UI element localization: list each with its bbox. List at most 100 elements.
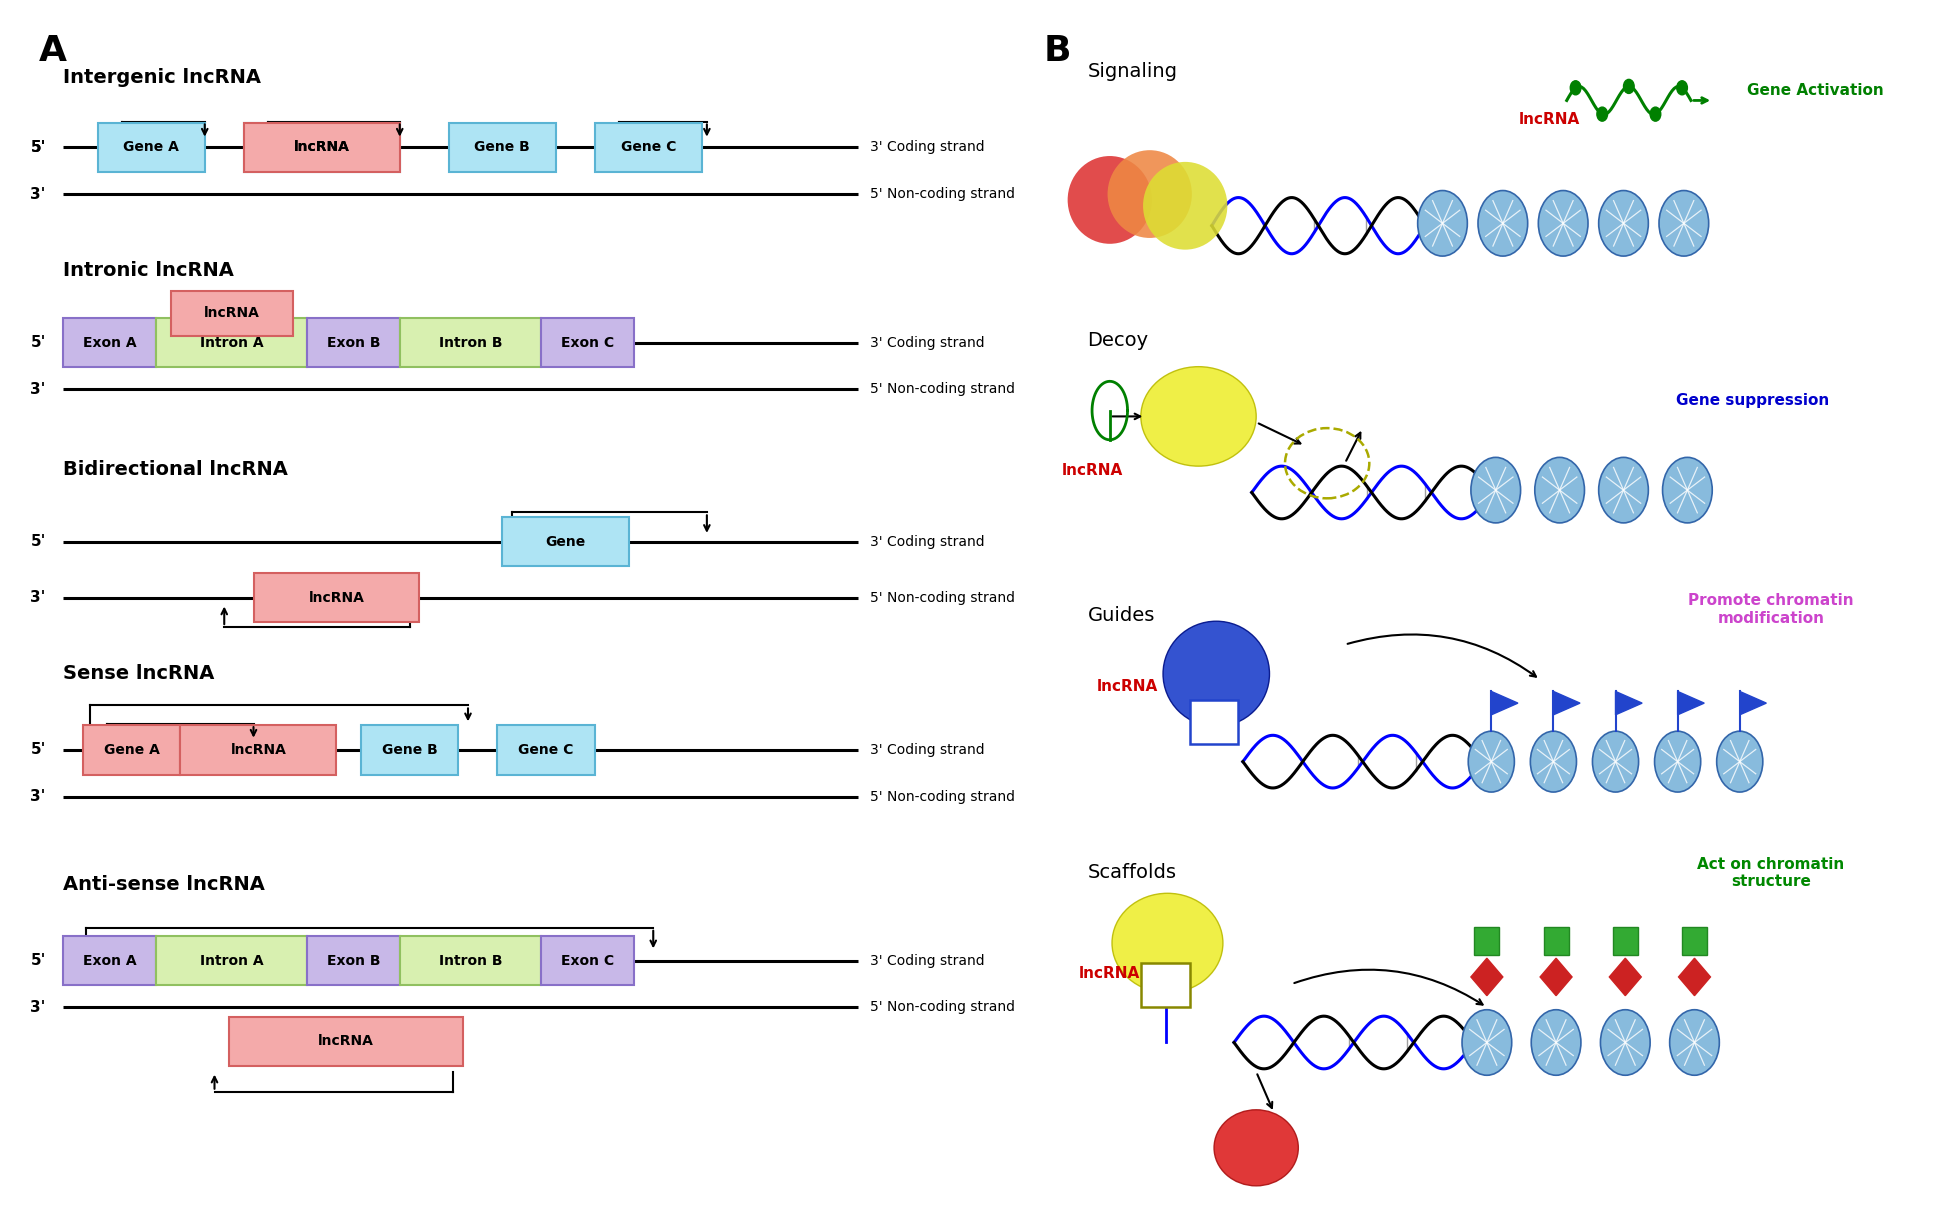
Polygon shape (1554, 691, 1580, 714)
Text: 5': 5' (31, 953, 47, 968)
Circle shape (1677, 80, 1687, 95)
FancyBboxPatch shape (400, 936, 542, 985)
FancyBboxPatch shape (595, 123, 702, 172)
Text: Decoy: Decoy (1088, 330, 1149, 350)
Circle shape (1470, 457, 1521, 523)
FancyBboxPatch shape (254, 573, 419, 623)
FancyBboxPatch shape (244, 123, 400, 172)
Text: 3': 3' (31, 590, 47, 606)
Text: Gene: Gene (546, 535, 585, 549)
FancyBboxPatch shape (400, 318, 542, 367)
FancyBboxPatch shape (62, 936, 156, 985)
Polygon shape (1609, 958, 1642, 996)
Text: Exon A: Exon A (84, 953, 136, 968)
FancyBboxPatch shape (179, 725, 335, 774)
Text: 5': 5' (31, 534, 47, 549)
Polygon shape (1677, 691, 1704, 714)
Text: 5' Non-coding strand: 5' Non-coding strand (870, 790, 1014, 803)
Text: Gene C: Gene C (519, 742, 573, 757)
Text: 5' Non-coding strand: 5' Non-coding strand (870, 1001, 1014, 1014)
Text: Gene B: Gene B (382, 742, 437, 757)
FancyBboxPatch shape (1190, 700, 1238, 744)
Text: Anti-sense lncRNA: Anti-sense lncRNA (62, 875, 265, 894)
Text: A: A (39, 34, 66, 68)
Text: 3' Coding strand: 3' Coding strand (870, 742, 985, 757)
Ellipse shape (1143, 162, 1227, 250)
Text: 3': 3' (31, 382, 47, 397)
FancyBboxPatch shape (497, 725, 595, 774)
Text: Guides: Guides (1088, 606, 1154, 625)
Text: lncRNA: lncRNA (1098, 679, 1158, 695)
Text: lncRNA: lncRNA (1519, 112, 1580, 127)
FancyBboxPatch shape (503, 517, 628, 566)
Text: Gene A: Gene A (103, 742, 160, 757)
Ellipse shape (1112, 894, 1223, 992)
Text: Exon C: Exon C (562, 953, 614, 968)
Circle shape (1531, 731, 1576, 792)
FancyBboxPatch shape (62, 318, 156, 367)
FancyBboxPatch shape (448, 123, 556, 172)
FancyBboxPatch shape (308, 318, 400, 367)
FancyBboxPatch shape (1141, 963, 1190, 1007)
Text: lncRNA: lncRNA (203, 306, 259, 321)
Circle shape (1601, 1009, 1650, 1075)
Circle shape (1531, 1009, 1581, 1075)
Circle shape (1535, 457, 1585, 523)
Polygon shape (1679, 958, 1710, 996)
Text: Gene suppression: Gene suppression (1677, 393, 1829, 407)
Text: 5' Non-coding strand: 5' Non-coding strand (870, 591, 1014, 605)
Circle shape (1599, 190, 1648, 256)
Circle shape (1593, 731, 1638, 792)
FancyBboxPatch shape (1613, 926, 1638, 954)
Polygon shape (1739, 691, 1767, 714)
Text: 5' Non-coding strand: 5' Non-coding strand (870, 383, 1014, 396)
Text: Gene C: Gene C (620, 140, 677, 155)
Circle shape (1650, 107, 1661, 121)
Circle shape (1418, 190, 1466, 256)
Polygon shape (1492, 691, 1517, 714)
FancyBboxPatch shape (82, 725, 181, 774)
Circle shape (1462, 1009, 1511, 1075)
Circle shape (1659, 190, 1708, 256)
Text: lncRNA: lncRNA (318, 1034, 374, 1048)
FancyBboxPatch shape (230, 1017, 464, 1065)
Text: Exon B: Exon B (328, 953, 380, 968)
Text: Exon B: Exon B (328, 335, 380, 350)
FancyBboxPatch shape (308, 936, 400, 985)
Text: lncRNA: lncRNA (294, 140, 349, 155)
Ellipse shape (1069, 156, 1152, 244)
Text: Sense lncRNA: Sense lncRNA (62, 664, 214, 684)
Text: Gene B: Gene B (474, 140, 530, 155)
Text: Exon C: Exon C (562, 335, 614, 350)
Text: Gene Activation: Gene Activation (1747, 83, 1884, 98)
Text: Intronic lncRNA: Intronic lncRNA (62, 261, 234, 279)
Text: 3' Coding strand: 3' Coding strand (870, 335, 985, 350)
Polygon shape (1615, 691, 1642, 714)
Text: Intron A: Intron A (199, 335, 263, 350)
Circle shape (1478, 190, 1527, 256)
FancyBboxPatch shape (1544, 926, 1568, 954)
Text: lncRNA: lncRNA (230, 742, 287, 757)
Circle shape (1597, 107, 1607, 121)
Polygon shape (1470, 958, 1503, 996)
Text: Exon A: Exon A (84, 335, 136, 350)
FancyBboxPatch shape (1474, 926, 1500, 954)
FancyBboxPatch shape (361, 725, 458, 774)
Ellipse shape (1108, 150, 1191, 238)
FancyBboxPatch shape (156, 936, 308, 985)
Ellipse shape (1215, 1109, 1299, 1186)
Circle shape (1468, 731, 1515, 792)
FancyBboxPatch shape (156, 318, 308, 367)
FancyBboxPatch shape (1683, 926, 1706, 954)
Circle shape (1654, 731, 1700, 792)
Text: 5': 5' (31, 335, 47, 350)
Ellipse shape (1141, 367, 1256, 466)
Text: 5': 5' (31, 140, 47, 155)
FancyBboxPatch shape (244, 123, 400, 172)
Text: Act on chromatin
structure: Act on chromatin structure (1696, 857, 1845, 889)
Text: Gene A: Gene A (123, 140, 179, 155)
FancyBboxPatch shape (542, 318, 634, 367)
Circle shape (1570, 80, 1581, 95)
Text: Intron B: Intron B (439, 953, 503, 968)
Text: lncRNA: lncRNA (308, 591, 365, 605)
